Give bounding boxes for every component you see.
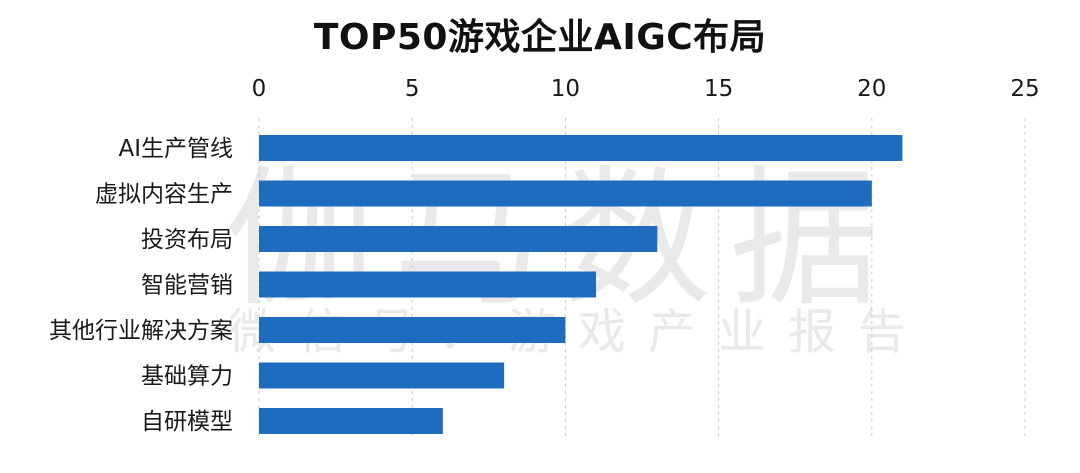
x-tick-label: 0 — [252, 76, 267, 102]
category-label: 虚拟内容生产 — [95, 182, 233, 208]
x-tick-label: 15 — [704, 76, 733, 102]
bar — [259, 135, 903, 161]
bar — [259, 317, 566, 343]
category-label: 投资布局 — [141, 227, 233, 253]
x-tick-label: 20 — [857, 76, 886, 102]
x-tick-label: 10 — [551, 76, 580, 102]
bar — [259, 408, 443, 434]
chart-title: TOP50游戏企业AIGC布局 — [313, 17, 767, 58]
category-label: 基础算力 — [141, 364, 233, 390]
x-tick-label: 25 — [1010, 76, 1039, 102]
bar — [259, 362, 505, 389]
category-label: AI生产管线 — [118, 136, 233, 162]
category-label: 自研模型 — [141, 409, 233, 435]
x-tick-label: 5 — [405, 76, 420, 102]
bar — [259, 271, 597, 298]
bar — [259, 180, 872, 207]
bar — [259, 226, 658, 252]
category-label: 其他行业解决方案 — [49, 318, 233, 344]
category-label: 智能营销 — [141, 273, 233, 299]
